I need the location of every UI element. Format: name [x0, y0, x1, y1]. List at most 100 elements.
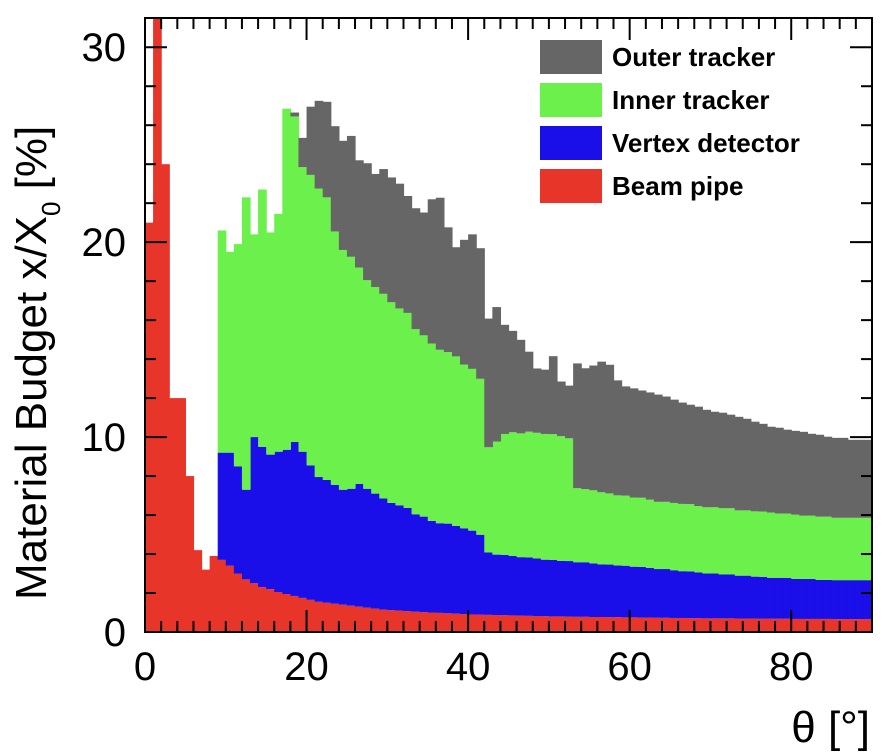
bar-vertex-detector [766, 577, 776, 619]
bar-vertex-detector [839, 580, 849, 620]
bar-beam-pipe [241, 579, 251, 632]
bar-beam-pipe [815, 618, 825, 632]
y-tick-label: 30 [82, 26, 127, 70]
plot-frame [144, 17, 873, 633]
bar-beam-pipe [201, 569, 211, 632]
bar-beam-pipe [274, 592, 283, 632]
bar-beam-pipe [855, 619, 865, 632]
bar-beam-pipe [565, 616, 574, 632]
bar-outer-tracker [629, 388, 639, 498]
bar-vertex-detector [411, 514, 421, 612]
bar-outer-tracker [379, 169, 388, 294]
bar-inner-tracker [766, 512, 776, 578]
y-axis-title-main: Material Budget x/X [7, 216, 56, 600]
bar-inner-tracker [661, 501, 671, 570]
bar-beam-pipe [161, 164, 170, 632]
bar-inner-tracker [298, 167, 308, 452]
bar-vertex-detector [742, 575, 752, 619]
bar-inner-tracker [524, 431, 534, 558]
bar-inner-tracker [742, 510, 752, 576]
bar-outer-tracker [863, 439, 873, 518]
bar-outer-tracker [355, 160, 364, 268]
bar-beam-pipe [492, 615, 502, 632]
bar-beam-pipe [298, 597, 308, 632]
bar-beam-pipe [573, 616, 582, 632]
legend-entry: Beam pipe [540, 169, 744, 203]
bar-beam-pipe [807, 618, 817, 632]
bar-inner-tracker [734, 510, 744, 576]
bar-outer-tracker [565, 385, 574, 439]
bar-inner-tracker [290, 116, 300, 442]
bar-outer-tracker [815, 434, 825, 517]
legend-label: Inner tracker [612, 85, 770, 115]
bar-vertex-detector [492, 554, 502, 616]
bar-beam-pipe [581, 616, 590, 632]
bar-outer-tracker [621, 386, 631, 496]
bar-inner-tracker [516, 433, 526, 558]
bar-outer-tracker [516, 339, 526, 434]
bar-vertex-detector [532, 558, 542, 617]
bar-beam-pipe [411, 611, 421, 632]
bar-beam-pipe [839, 619, 849, 632]
bar-vertex-detector [379, 498, 388, 610]
bar-inner-tracker [678, 503, 687, 572]
series-vertex-detector [217, 437, 873, 620]
bar-beam-pipe [532, 616, 542, 632]
bar-outer-tracker [839, 437, 849, 518]
bar-inner-tracker [597, 492, 607, 565]
bar-inner-tracker [419, 335, 429, 517]
bar-beam-pipe [831, 619, 841, 632]
bar-outer-tracker [346, 135, 356, 257]
bar-inner-tracker [540, 433, 550, 560]
bar-inner-tracker [532, 432, 542, 559]
bar-beam-pipe [443, 613, 453, 632]
bar-outer-tracker [766, 426, 776, 513]
bar-beam-pipe [710, 618, 720, 632]
bar-beam-pipe [330, 603, 340, 632]
bar-outer-tracker [823, 436, 833, 517]
bar-beam-pipe [258, 587, 267, 632]
bar-inner-tracker [573, 488, 582, 563]
bar-vertex-detector [597, 564, 607, 617]
bar-vertex-detector [726, 574, 736, 619]
bar-inner-tracker [266, 232, 275, 455]
bar-inner-tracker [476, 378, 485, 535]
bar-outer-tracker [298, 137, 308, 168]
bar-outer-tracker [330, 126, 340, 232]
bar-vertex-detector [338, 489, 348, 605]
bar-inner-tracker [726, 508, 736, 575]
bar-inner-tracker [338, 249, 348, 490]
bar-vertex-detector [556, 560, 566, 617]
y-axis-title: Material Budget x/X0 [%] [7, 126, 66, 600]
bar-outer-tracker [532, 368, 542, 433]
bar-outer-tracker [702, 409, 712, 508]
bar-beam-pipe [371, 608, 380, 632]
bar-vertex-detector [468, 530, 477, 615]
bar-outer-tracker [694, 406, 703, 507]
bar-vertex-detector [451, 525, 461, 614]
bar-inner-tracker [694, 506, 703, 573]
axis-ticks [144, 18, 873, 633]
bar-inner-tracker [581, 489, 590, 563]
bar-beam-pipe [338, 604, 348, 632]
bar-beam-pipe [177, 398, 186, 632]
bar-beam-pipe [718, 618, 728, 632]
bar-inner-tracker [629, 497, 639, 567]
bar-inner-tracker [670, 502, 679, 571]
bar-outer-tracker [363, 163, 372, 281]
bar-beam-pipe [645, 617, 655, 632]
bar-inner-tracker [403, 312, 413, 508]
bar-vertex-detector [758, 576, 768, 619]
bar-inner-tracker [548, 434, 558, 560]
bar-vertex-detector [500, 554, 510, 616]
bar-outer-tracker [710, 411, 720, 508]
bar-inner-tracker [791, 514, 800, 579]
bar-inner-tracker [395, 308, 405, 506]
y-axis-title-suffix: [%] [7, 126, 56, 202]
bar-outer-tracker [791, 430, 800, 515]
y-axis-title-subscript: 0 [36, 202, 66, 216]
bar-vertex-detector [775, 577, 784, 619]
bar-outer-tracker [468, 234, 477, 369]
bar-vertex-detector [847, 580, 857, 620]
bar-beam-pipe [775, 618, 784, 632]
